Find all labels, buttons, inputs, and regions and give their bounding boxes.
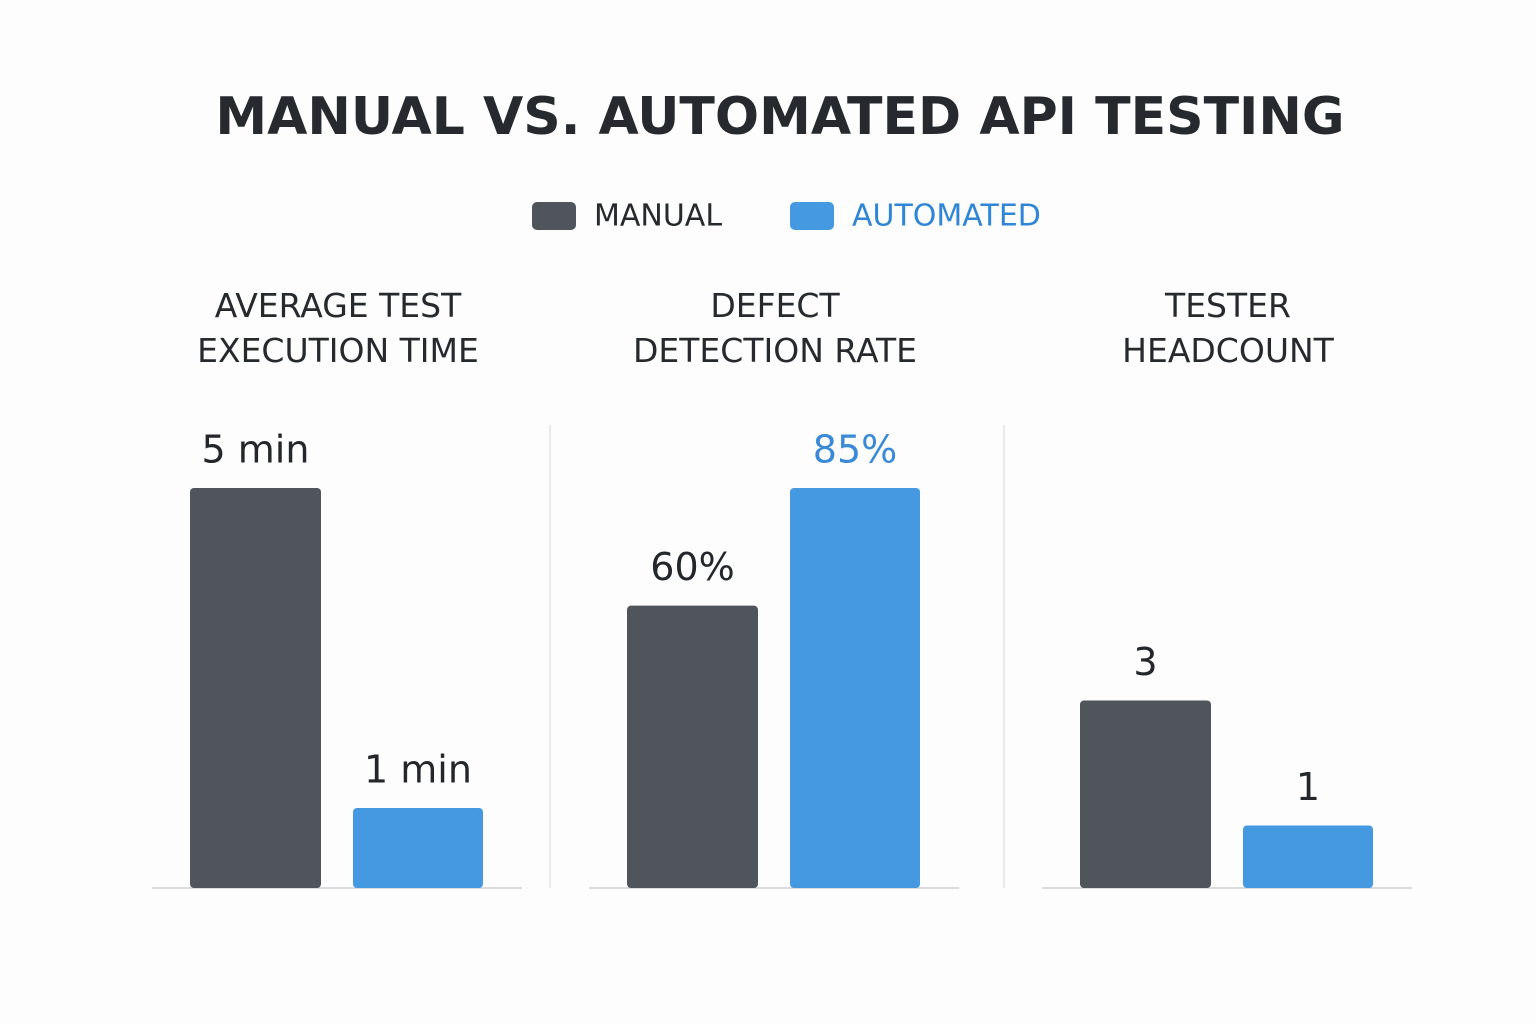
panel-title: AVERAGE TEST EXECUTION TIME — [197, 286, 479, 370]
title: MANUAL VS. AUTOMATED API TESTING — [215, 87, 1344, 147]
bar — [1243, 825, 1373, 888]
legend-swatch — [790, 202, 834, 230]
legend-label: MANUAL — [594, 199, 722, 234]
value-label: 5 min — [202, 428, 310, 472]
bar — [1080, 700, 1211, 888]
value-label: 60% — [650, 545, 734, 589]
bar — [190, 488, 321, 888]
legend-swatch — [532, 202, 576, 230]
bar — [353, 808, 483, 888]
bar — [790, 488, 920, 888]
panel-title: TESTER HEADCOUNT — [1122, 286, 1335, 370]
legend-label: AUTOMATED — [852, 199, 1041, 234]
value-label: 3 — [1133, 640, 1157, 684]
value-label: 85% — [813, 428, 897, 472]
bar — [627, 605, 758, 888]
value-label: 1 min — [364, 748, 472, 792]
value-label: 1 — [1296, 765, 1320, 809]
panel-title: DEFECT DETECTION RATE — [633, 286, 917, 370]
